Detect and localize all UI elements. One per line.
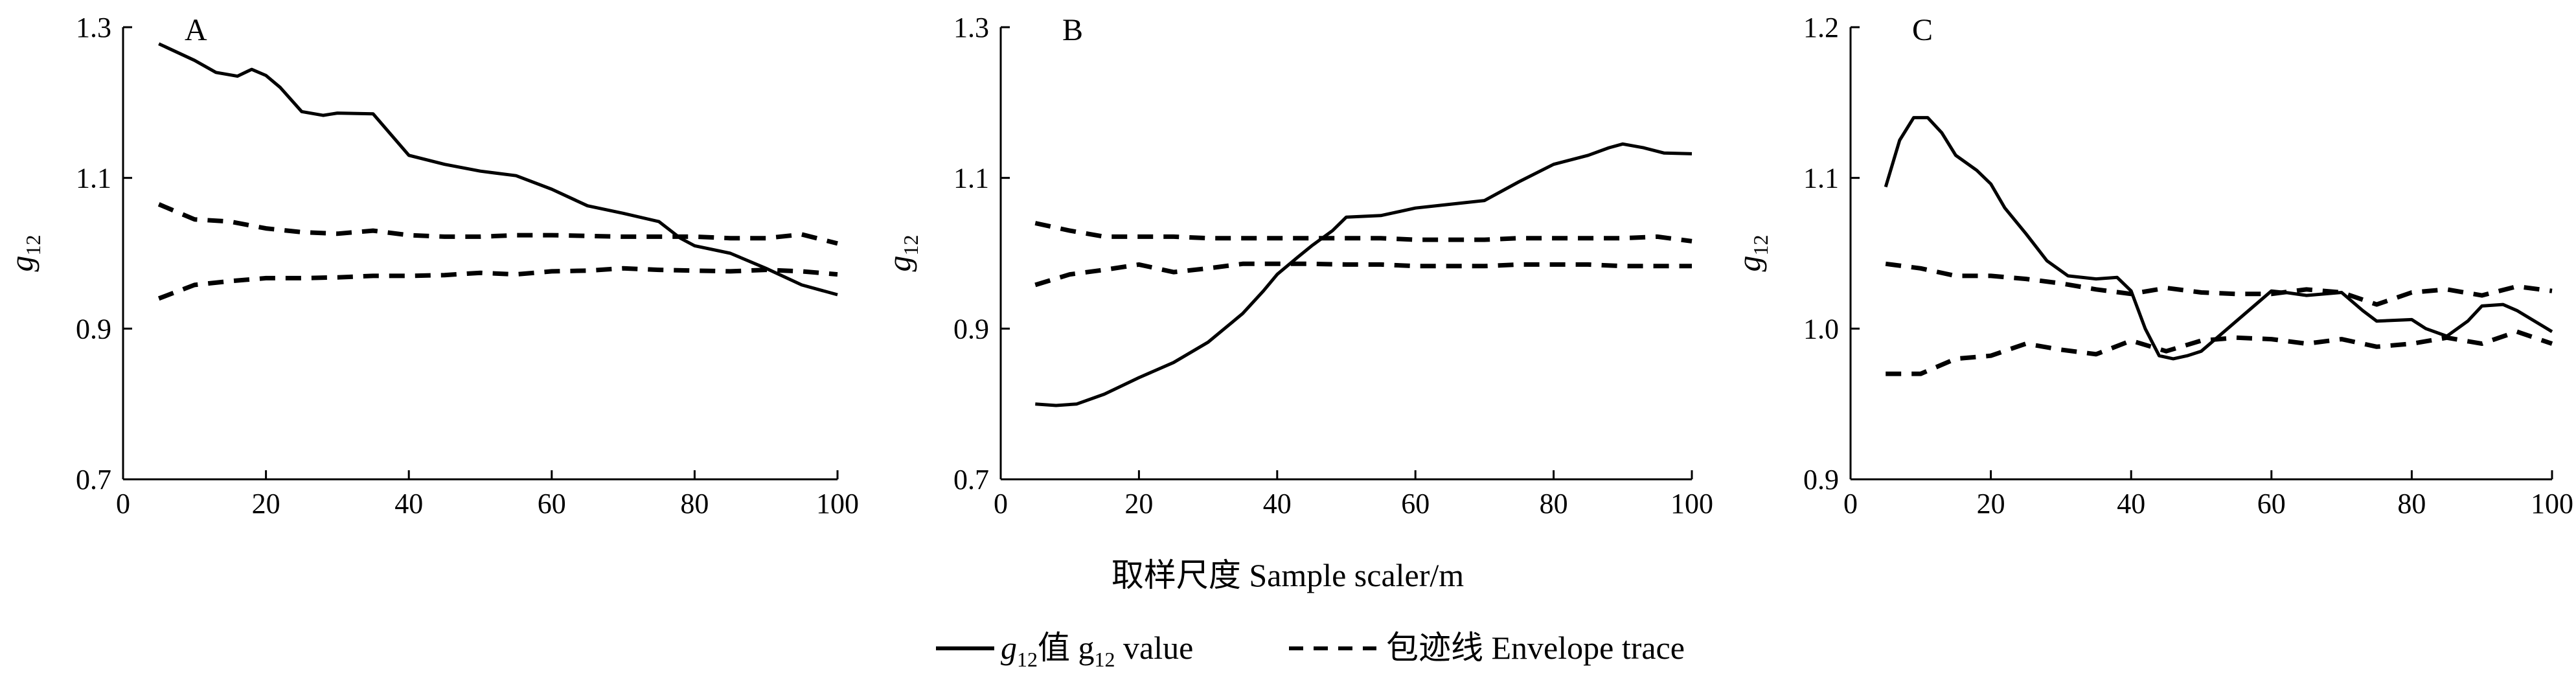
x-tick-label-b: 100 — [1670, 488, 1713, 519]
series-dashed-b-2 — [1034, 221, 1693, 244]
x-tick-label-c: 0 — [1843, 488, 1858, 519]
x-tick-label-c: 60 — [2257, 488, 2286, 519]
series-solid-b-1 — [1035, 142, 1693, 407]
legend: g12值 g12 value 包迹线 Envelope trace — [936, 630, 1685, 671]
y-tick-label-a: 1.3 — [76, 12, 111, 43]
y-tick-label-a: 0.9 — [76, 313, 111, 345]
x-tick-label-c: 40 — [2117, 488, 2145, 519]
x-tick-label-a: 40 — [394, 488, 423, 519]
y-tick-label-b: 1.1 — [953, 163, 989, 194]
x-tick-label-a: 80 — [680, 488, 709, 519]
x-tick-label-c: 80 — [2397, 488, 2426, 519]
series-dashed-c-2 — [1885, 261, 2553, 307]
x-tick-label-c: 100 — [2531, 488, 2573, 519]
y-axis-title-a: g12 — [3, 235, 45, 272]
x-axis-title: 取样尺度 Sample scaler/m — [1111, 557, 1464, 593]
x-tick-label-a: 20 — [252, 488, 280, 519]
y-tick-label-a: 1.1 — [76, 163, 111, 194]
x-tick-label-a: 60 — [538, 488, 566, 519]
y-tick-label-c: 0.9 — [1803, 464, 1839, 496]
y-tick-label-b: 0.9 — [953, 313, 989, 345]
y-tick-label-c: 1.0 — [1803, 313, 1839, 345]
series-dashed-b-3 — [1034, 261, 1692, 288]
panel-label-c: C — [1912, 13, 1933, 47]
panel-label-a: A — [185, 13, 207, 47]
x-tick-label-c: 20 — [1977, 488, 2005, 519]
y-tick-label-c: 1.2 — [1803, 12, 1839, 43]
series-dashed-c-3 — [1886, 329, 2553, 376]
legend-dashed-label: 包迹线 Envelope trace — [1386, 630, 1685, 666]
x-tick-label-b: 60 — [1401, 488, 1430, 519]
x-tick-label-a: 100 — [816, 488, 859, 519]
y-tick-label-a: 0.7 — [76, 464, 111, 496]
x-tick-label-b: 40 — [1263, 488, 1292, 519]
series-dashed-a-3 — [157, 266, 838, 301]
y-tick-label-b: 1.3 — [953, 12, 989, 43]
y-axis-title-c: g12 — [1731, 235, 1772, 272]
x-tick-label-b: 20 — [1124, 488, 1153, 519]
legend-solid-label: g12值 g12 value — [1001, 630, 1193, 671]
series-solid-a-1 — [158, 42, 838, 297]
y-tick-label-b: 0.7 — [953, 464, 989, 496]
series-solid-c-1 — [1884, 116, 2553, 361]
x-tick-label-b: 80 — [1540, 488, 1568, 519]
x-tick-label-a: 0 — [116, 488, 130, 519]
panel-label-b: B — [1062, 13, 1083, 47]
series-dashed-a-2 — [157, 202, 838, 246]
x-tick-label-b: 0 — [994, 488, 1008, 519]
y-axis-title-b: g12 — [881, 235, 922, 272]
y-tick-label-c: 1.1 — [1803, 163, 1839, 194]
